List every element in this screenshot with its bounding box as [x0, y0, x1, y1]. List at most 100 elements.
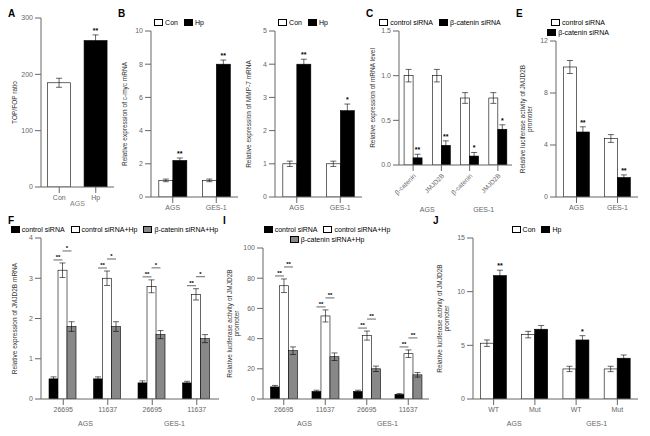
svg-text:Relative luciferase activity o: Relative luciferase activity of JMJD2Bpr…: [226, 269, 241, 377]
svg-text:1: 1: [29, 355, 33, 362]
svg-text:*: *: [155, 262, 158, 268]
svg-text:10: 10: [135, 27, 143, 34]
svg-text:12: 12: [540, 37, 548, 44]
svg-text:GES-1: GES-1: [586, 420, 607, 427]
svg-text:20: 20: [247, 365, 255, 372]
svg-text:**: **: [319, 301, 324, 307]
svg-text:40: 40: [247, 335, 255, 342]
svg-text:5: 5: [263, 27, 267, 34]
svg-text:11637: 11637: [399, 406, 418, 413]
svg-text:JMJD2B: JMJD2B: [423, 172, 445, 194]
svg-text:5: 5: [461, 342, 465, 349]
svg-text:*: *: [473, 144, 476, 151]
svg-text:0: 0: [544, 193, 548, 200]
svg-text:300: 300: [21, 14, 33, 21]
svg-text:GES-1: GES-1: [473, 206, 494, 213]
svg-text:AGS: AGS: [297, 420, 312, 427]
svg-text:Relative expression of mRNA le: Relative expression of mRNA level: [369, 48, 377, 148]
svg-text:Hp: Hp: [91, 194, 100, 202]
svg-text:β-catenin: β-catenin: [393, 172, 418, 197]
svg-text:GES-1: GES-1: [206, 204, 227, 211]
svg-text:Mut: Mut: [612, 406, 624, 413]
svg-text:2: 2: [263, 127, 267, 134]
svg-text:**: **: [145, 271, 150, 277]
svg-text:11637: 11637: [316, 406, 335, 413]
svg-text:26695: 26695: [54, 406, 74, 413]
svg-text:AGS: AGS: [165, 204, 180, 211]
svg-text:**: **: [189, 280, 194, 286]
svg-text:100: 100: [21, 127, 33, 134]
svg-text:4: 4: [263, 61, 267, 68]
svg-text:**: **: [580, 119, 586, 126]
svg-text:*: *: [346, 96, 349, 103]
svg-text:**: **: [415, 146, 421, 153]
svg-text:*: *: [110, 253, 113, 259]
svg-text:4: 4: [139, 127, 143, 134]
svg-text:0: 0: [29, 395, 33, 402]
svg-text:26695: 26695: [274, 406, 294, 413]
svg-text:Relative expression of JMJD2B: Relative expression of JMJD2B mRNA: [11, 262, 19, 374]
svg-text:AGS: AGS: [420, 206, 435, 213]
svg-text:11637: 11637: [187, 406, 206, 413]
svg-text:*: *: [199, 271, 202, 277]
svg-text:0: 0: [263, 193, 267, 200]
svg-text:26695: 26695: [143, 406, 163, 413]
svg-text:GES-1: GES-1: [377, 420, 398, 427]
svg-text:β-catenin: β-catenin: [450, 172, 475, 197]
svg-text:**: **: [177, 150, 183, 157]
svg-text:10: 10: [457, 288, 465, 295]
svg-text:**: **: [56, 254, 61, 260]
svg-text:0.0: 0.0: [381, 161, 391, 168]
svg-text:AGS: AGS: [569, 204, 584, 211]
svg-text:1.5: 1.5: [381, 27, 391, 34]
svg-text:**: **: [402, 341, 407, 347]
svg-text:2: 2: [139, 160, 143, 167]
svg-text:**: **: [301, 51, 307, 58]
svg-text:Relative luciferase activity o: Relative luciferase activity of JMJD2Bpr…: [436, 264, 451, 372]
svg-text:Mut: Mut: [529, 406, 541, 413]
svg-text:200: 200: [21, 71, 33, 78]
svg-text:11637: 11637: [98, 406, 117, 413]
svg-text:**: **: [100, 262, 105, 268]
svg-text:TOP/FOP ratio: TOP/FOP ratio: [11, 81, 18, 124]
svg-text:2: 2: [29, 315, 33, 322]
svg-text:GES-1: GES-1: [164, 420, 185, 427]
svg-text:**: **: [328, 292, 333, 298]
svg-text:1.0: 1.0: [381, 72, 391, 79]
svg-text:**: **: [93, 27, 99, 34]
svg-text:0: 0: [251, 395, 255, 402]
svg-text:**: **: [277, 270, 282, 276]
svg-text:GES-1: GES-1: [607, 204, 628, 211]
svg-text:**: **: [369, 313, 374, 319]
svg-text:0: 0: [139, 193, 143, 200]
svg-text:**: **: [360, 322, 365, 328]
svg-text:**: **: [621, 167, 627, 174]
svg-text:15: 15: [457, 234, 465, 241]
svg-text:**: **: [221, 52, 227, 59]
svg-text:**: **: [411, 332, 416, 338]
svg-text:**: **: [443, 133, 449, 140]
svg-text:WT: WT: [571, 406, 583, 413]
svg-text:0: 0: [29, 183, 33, 190]
svg-text:Con: Con: [53, 194, 66, 201]
svg-text:WT: WT: [488, 406, 500, 413]
svg-text:6: 6: [139, 94, 143, 101]
svg-text:Relative luciferase activity o: Relative luciferase activity of JMJD2Bpr…: [519, 65, 534, 173]
svg-text:AGS: AGS: [70, 200, 85, 207]
svg-text:100: 100: [243, 244, 255, 251]
svg-text:*: *: [66, 245, 69, 251]
svg-text:8: 8: [544, 89, 548, 96]
svg-text:0.5: 0.5: [381, 117, 391, 124]
svg-text:3: 3: [29, 275, 33, 282]
svg-text:AGS: AGS: [289, 204, 304, 211]
svg-text:*: *: [581, 328, 584, 335]
svg-text:AGS: AGS: [78, 420, 93, 427]
svg-text:0: 0: [461, 395, 465, 402]
svg-text:JMJD2B: JMJD2B: [480, 172, 502, 194]
svg-text:GES-1: GES-1: [330, 204, 351, 211]
svg-text:AGS: AGS: [507, 420, 522, 427]
svg-text:80: 80: [247, 275, 255, 282]
svg-text:8: 8: [139, 61, 143, 68]
svg-text:**: **: [497, 262, 503, 269]
svg-text:*: *: [501, 117, 504, 124]
